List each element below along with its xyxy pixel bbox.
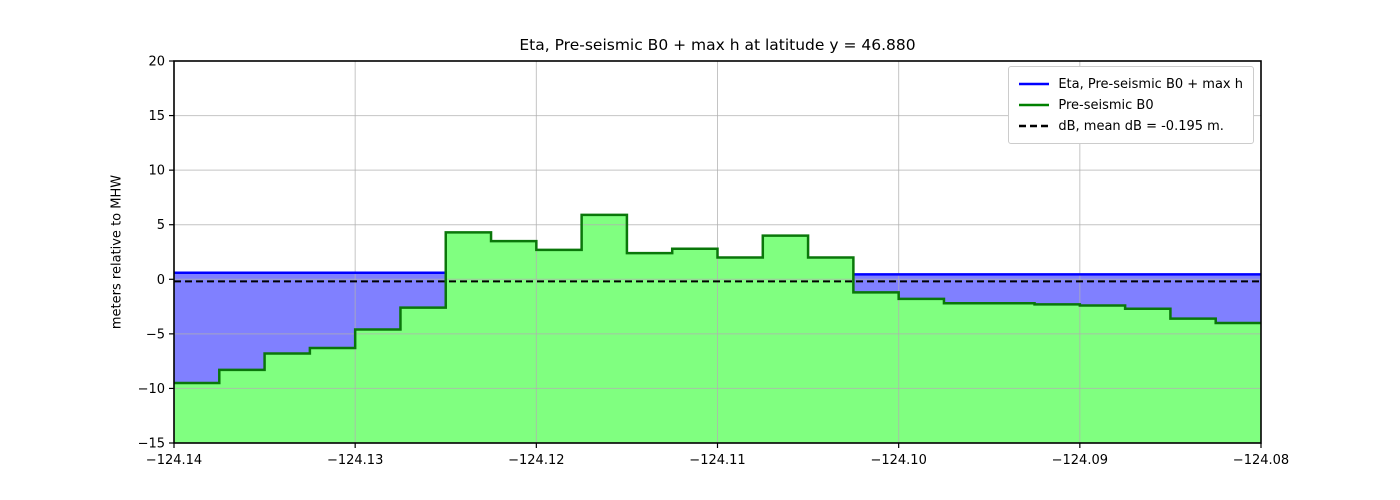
legend-swatch-line-icon bbox=[1019, 103, 1050, 107]
x-tick-label: −124.08 bbox=[1233, 453, 1289, 468]
legend-item: Eta, Pre-seismic B0 + max h bbox=[1019, 74, 1243, 94]
legend-label: dB, mean dB = -0.195 m. bbox=[1058, 118, 1224, 134]
legend-item: dB, mean dB = -0.195 m. bbox=[1019, 116, 1243, 136]
y-tick-label: −10 bbox=[138, 382, 165, 397]
x-tick-label: −124.12 bbox=[508, 453, 564, 468]
x-tick-label: −124.13 bbox=[327, 453, 383, 468]
x-tick-label: −124.09 bbox=[1052, 453, 1108, 468]
legend-label: Eta, Pre-seismic B0 + max h bbox=[1058, 76, 1243, 92]
y-tick-label: −5 bbox=[146, 327, 165, 342]
legend-item: Pre-seismic B0 bbox=[1019, 95, 1243, 115]
legend-label: Pre-seismic B0 bbox=[1058, 97, 1154, 113]
legend-swatch-line-icon bbox=[1019, 124, 1050, 128]
y-tick-label: 20 bbox=[148, 55, 165, 70]
chart-title: Eta, Pre-seismic B0 + max h at latitude … bbox=[519, 36, 916, 54]
legend: Eta, Pre-seismic B0 + max h Pre-seismic B… bbox=[1008, 66, 1254, 144]
y-tick-label: 15 bbox=[148, 109, 165, 124]
y-tick-label: 10 bbox=[148, 164, 165, 179]
y-tick-label: 0 bbox=[157, 273, 165, 288]
b0-step-line bbox=[174, 213, 1261, 385]
y-tick-label: 5 bbox=[157, 218, 165, 233]
legend-swatch-line-icon bbox=[1019, 82, 1050, 86]
x-tick-label: −124.10 bbox=[870, 453, 926, 468]
x-tick-label: −124.11 bbox=[689, 453, 745, 468]
x-tick-label: −124.14 bbox=[146, 453, 202, 468]
y-axis-label: meters relative to MHW bbox=[109, 174, 125, 330]
y-tick-label: −15 bbox=[138, 437, 165, 452]
